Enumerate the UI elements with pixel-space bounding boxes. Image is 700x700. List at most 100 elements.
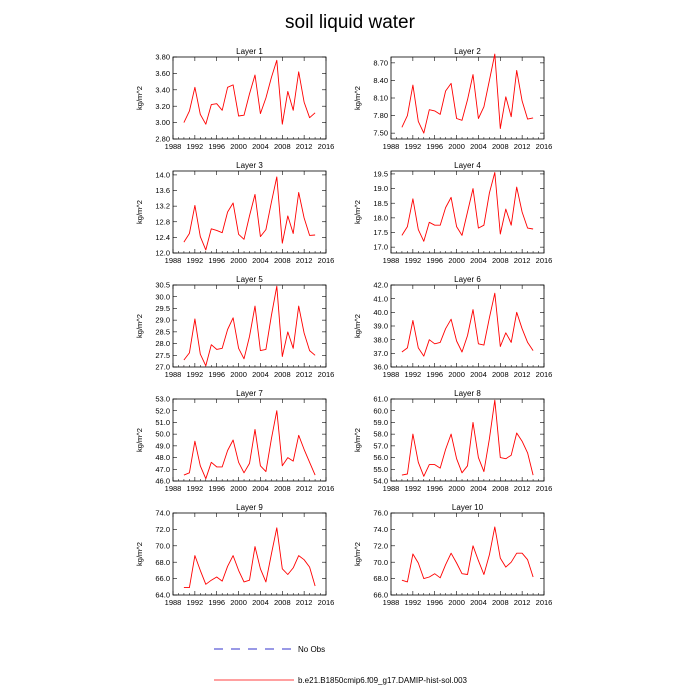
legend-model-label: b.e21.B1850cmip6.f09_g17.DAMIP-hist-sol.… <box>298 676 468 685</box>
y-tick-label: 13.6 <box>155 186 170 195</box>
x-tick-label: 2008 <box>274 370 291 379</box>
y-tick-label: 7.50 <box>373 129 388 138</box>
x-tick-label: 1988 <box>383 484 400 493</box>
y-tick-label: 29.0 <box>155 316 170 325</box>
y-tick-label: 74.0 <box>155 509 170 518</box>
y-tick-label: 29.5 <box>155 304 170 313</box>
y-axis-label: kg/m^2 <box>353 542 362 566</box>
y-tick-label: 19.0 <box>373 184 388 193</box>
x-tick-label: 1988 <box>383 142 400 151</box>
x-tick-label: 2008 <box>492 142 509 151</box>
panel-layer-10: Layer 10 1988 1992 1996 2000 2004 2008 2012 2016… <box>353 503 552 607</box>
y-tick-label: 8.40 <box>373 76 388 85</box>
x-tick-label: 2000 <box>230 142 247 151</box>
x-tick-label: 2016 <box>536 598 553 607</box>
y-tick-label: 68.0 <box>155 558 170 567</box>
y-tick-label: 46.0 <box>155 477 170 486</box>
panel-title: Layer 3 <box>236 161 263 170</box>
y-tick-label: 8.70 <box>373 58 388 67</box>
panel-title: Layer 1 <box>236 47 263 56</box>
y-tick-label: 8.10 <box>373 94 388 103</box>
y-tick-label: 41.0 <box>373 294 388 303</box>
series-line <box>401 53 534 134</box>
panel-title: Layer 5 <box>236 275 263 284</box>
panel-layer-7: Layer 7 1988 1992 1996 2000 2004 2008 2012 2016 4… <box>135 389 334 493</box>
y-tick-label: 56.0 <box>373 453 388 462</box>
x-tick-label: 2016 <box>536 484 553 493</box>
x-tick-label: 1996 <box>426 484 443 493</box>
y-tick-label: 48.0 <box>155 453 170 462</box>
y-tick-label: 53.0 <box>155 395 170 404</box>
y-tick-label: 18.0 <box>373 213 388 222</box>
x-tick-label: 1992 <box>187 370 204 379</box>
y-tick-label: 40.0 <box>373 308 388 317</box>
y-tick-label: 66.0 <box>373 591 388 600</box>
y-tick-label: 66.0 <box>155 574 170 583</box>
y-tick-label: 54.0 <box>373 477 388 486</box>
y-tick-label: 50.0 <box>155 430 170 439</box>
y-tick-label: 17.5 <box>373 228 388 237</box>
y-axis-label: kg/m^2 <box>353 428 362 452</box>
x-tick-label: 1996 <box>208 484 225 493</box>
x-tick-label: 2012 <box>296 142 313 151</box>
panels-grid: Layer 1 1988 1992 1996 2000 2004 2008 2012 2016 2… <box>135 47 552 607</box>
y-tick-label: 2.80 <box>155 135 170 144</box>
y-tick-label: 3.00 <box>155 118 170 127</box>
y-axis-label: kg/m^2 <box>135 314 144 338</box>
x-tick-label: 2008 <box>492 256 509 265</box>
x-tick-label: 1996 <box>426 598 443 607</box>
y-tick-label: 12.0 <box>155 249 170 258</box>
y-tick-label: 57.0 <box>373 441 388 450</box>
y-axis-label: kg/m^2 <box>135 542 144 566</box>
x-tick-label: 2008 <box>492 370 509 379</box>
y-tick-label: 36.0 <box>373 363 388 372</box>
y-tick-label: 19.5 <box>373 170 388 179</box>
figure-title: soil liquid water <box>285 12 416 33</box>
x-tick-label: 2016 <box>318 484 335 493</box>
y-tick-label: 58.0 <box>373 430 388 439</box>
panel-layer-8: Layer 8 1988 1992 1996 2000 2004 2008 2012 2016 5… <box>353 389 552 493</box>
x-tick-label: 2016 <box>536 256 553 265</box>
y-tick-label: 60.0 <box>373 406 388 415</box>
y-tick-label: 55.0 <box>373 465 388 474</box>
y-tick-label: 28.0 <box>155 339 170 348</box>
x-tick-label: 2008 <box>274 484 291 493</box>
y-tick-label: 49.0 <box>155 441 170 450</box>
x-tick-label: 2004 <box>252 256 269 265</box>
x-tick-label: 1992 <box>405 598 422 607</box>
x-tick-label: 2012 <box>514 256 531 265</box>
x-tick-label: 1988 <box>383 256 400 265</box>
y-tick-label: 59.0 <box>373 418 388 427</box>
y-axis-label: kg/m^2 <box>353 314 362 338</box>
y-tick-label: 70.0 <box>373 558 388 567</box>
panel-title: Layer 10 <box>452 503 484 512</box>
series-line <box>183 59 316 125</box>
x-tick-label: 2008 <box>274 142 291 151</box>
panel-layer-4: Layer 4 1988 1992 1996 2000 2004 2008 2012 2016 1… <box>353 161 552 265</box>
x-tick-label: 1996 <box>208 142 225 151</box>
x-tick-label: 2004 <box>252 370 269 379</box>
y-tick-label: 61.0 <box>373 395 388 404</box>
x-tick-label: 2004 <box>252 598 269 607</box>
x-tick-label: 2016 <box>536 142 553 151</box>
y-tick-label: 72.0 <box>155 525 170 534</box>
x-tick-label: 2012 <box>296 598 313 607</box>
x-tick-label: 1996 <box>208 256 225 265</box>
x-tick-label: 1992 <box>405 256 422 265</box>
series-line <box>401 526 534 583</box>
y-tick-label: 30.0 <box>155 292 170 301</box>
panel-layer-6: Layer 6 1988 1992 1996 2000 2004 2008 2012 2016 3… <box>353 275 552 379</box>
x-tick-label: 2012 <box>514 370 531 379</box>
y-tick-label: 12.8 <box>155 217 170 226</box>
y-tick-label: 27.5 <box>155 351 170 360</box>
x-tick-label: 2016 <box>318 142 335 151</box>
x-tick-label: 1992 <box>187 484 204 493</box>
x-tick-label: 1996 <box>426 142 443 151</box>
panel-title: Layer 6 <box>454 275 481 284</box>
series-line <box>401 172 534 242</box>
x-tick-label: 2012 <box>296 484 313 493</box>
y-tick-label: 28.5 <box>155 327 170 336</box>
x-tick-label: 2000 <box>230 598 247 607</box>
